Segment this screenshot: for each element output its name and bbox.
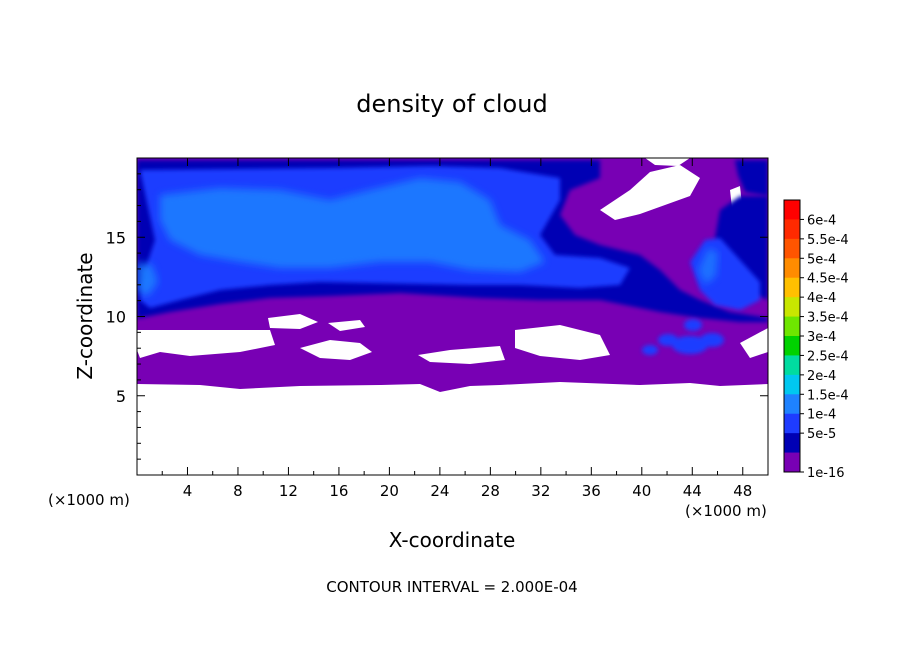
x-tick-label: 40 (632, 482, 651, 500)
y-tick-label: 5 (116, 387, 126, 406)
colorbar-swatch (784, 336, 800, 356)
colorbar-swatch (784, 394, 800, 415)
colorbar-swatch (784, 413, 800, 434)
colorbar-swatch (784, 433, 800, 454)
chart-title: density of cloud (356, 90, 547, 118)
x-tick-label: 32 (531, 482, 550, 500)
x-tick-label: 16 (329, 482, 348, 500)
colorbar-swatch (784, 219, 800, 240)
clear-gaps (137, 158, 768, 364)
colorbar-label: 1.5e-4 (807, 388, 849, 403)
colorbar-label: 1e-16 (807, 466, 845, 481)
colorbar-swatch (784, 238, 800, 259)
x-tick-label: 12 (279, 482, 298, 500)
colorbar-swatch (784, 355, 800, 376)
contour-band-1.5e-4-west (137, 262, 158, 296)
colorbar-swatch (784, 200, 800, 220)
colorbar-label: 3e-4 (807, 330, 836, 345)
colorbar-label: 3.5e-4 (807, 311, 849, 326)
colorbar-label: 4e-4 (807, 291, 836, 306)
y-tick-label: 10 (106, 308, 126, 327)
colorbar-swatch (784, 452, 800, 473)
x-tick-label: 24 (430, 482, 449, 500)
colorbar-label: 5e-4 (807, 252, 836, 267)
x-tick-label: 36 (582, 482, 601, 500)
contour-band-1.5e-4-plume (698, 248, 718, 285)
colorbar: 6e-4 5.5e-4 5e-4 4.5e-4 4e-4 3.5e-4 3e-4 2.5e-4… (783, 199, 849, 481)
x-axis-label: X-coordinate (389, 528, 516, 552)
colorbar-swatch (784, 297, 800, 318)
y-axis-ticks: 5 10 15 (106, 173, 768, 460)
plume-cells (642, 319, 724, 355)
x-tick-label: 44 (683, 482, 702, 500)
x-tick-label: 20 (380, 482, 399, 500)
x-unit-left: (×1000 m) (48, 491, 130, 509)
colorbar-label: 5.5e-4 (807, 233, 849, 248)
x-tick-label: 8 (233, 482, 243, 500)
x-tick-label: 4 (183, 482, 193, 500)
y-tick-label: 15 (106, 228, 126, 247)
x-unit-right: (×1000 m) (685, 502, 767, 520)
colorbar-label: 4.5e-4 (807, 272, 849, 287)
y-axis-label: Z-coordinate (73, 252, 97, 379)
contour-band-5e-5-east (735, 160, 768, 196)
colorbar-label: 2.5e-4 (807, 349, 849, 364)
colorbar-label: 1e-4 (807, 408, 836, 423)
x-tick-label: 48 (733, 482, 752, 500)
colorbar-label: 5e-5 (807, 427, 836, 442)
x-axis-ticks: 4 8 12 16 20 24 28 32 36 40 44 48 (161, 158, 752, 500)
x-tick-label: 28 (481, 482, 500, 500)
colorbar-label: 2e-4 (807, 369, 836, 384)
colorbar-swatch (784, 258, 800, 279)
contour-band-1.5e-4 (160, 178, 545, 272)
contour-interval-note: CONTOUR INTERVAL = 2.000E-04 (326, 578, 577, 596)
plot-area (137, 158, 768, 475)
colorbar-swatch (784, 277, 800, 298)
colorbar-swatch (784, 316, 800, 337)
colorbar-swatch (784, 374, 800, 395)
colorbar-label: 6e-4 (807, 213, 836, 228)
